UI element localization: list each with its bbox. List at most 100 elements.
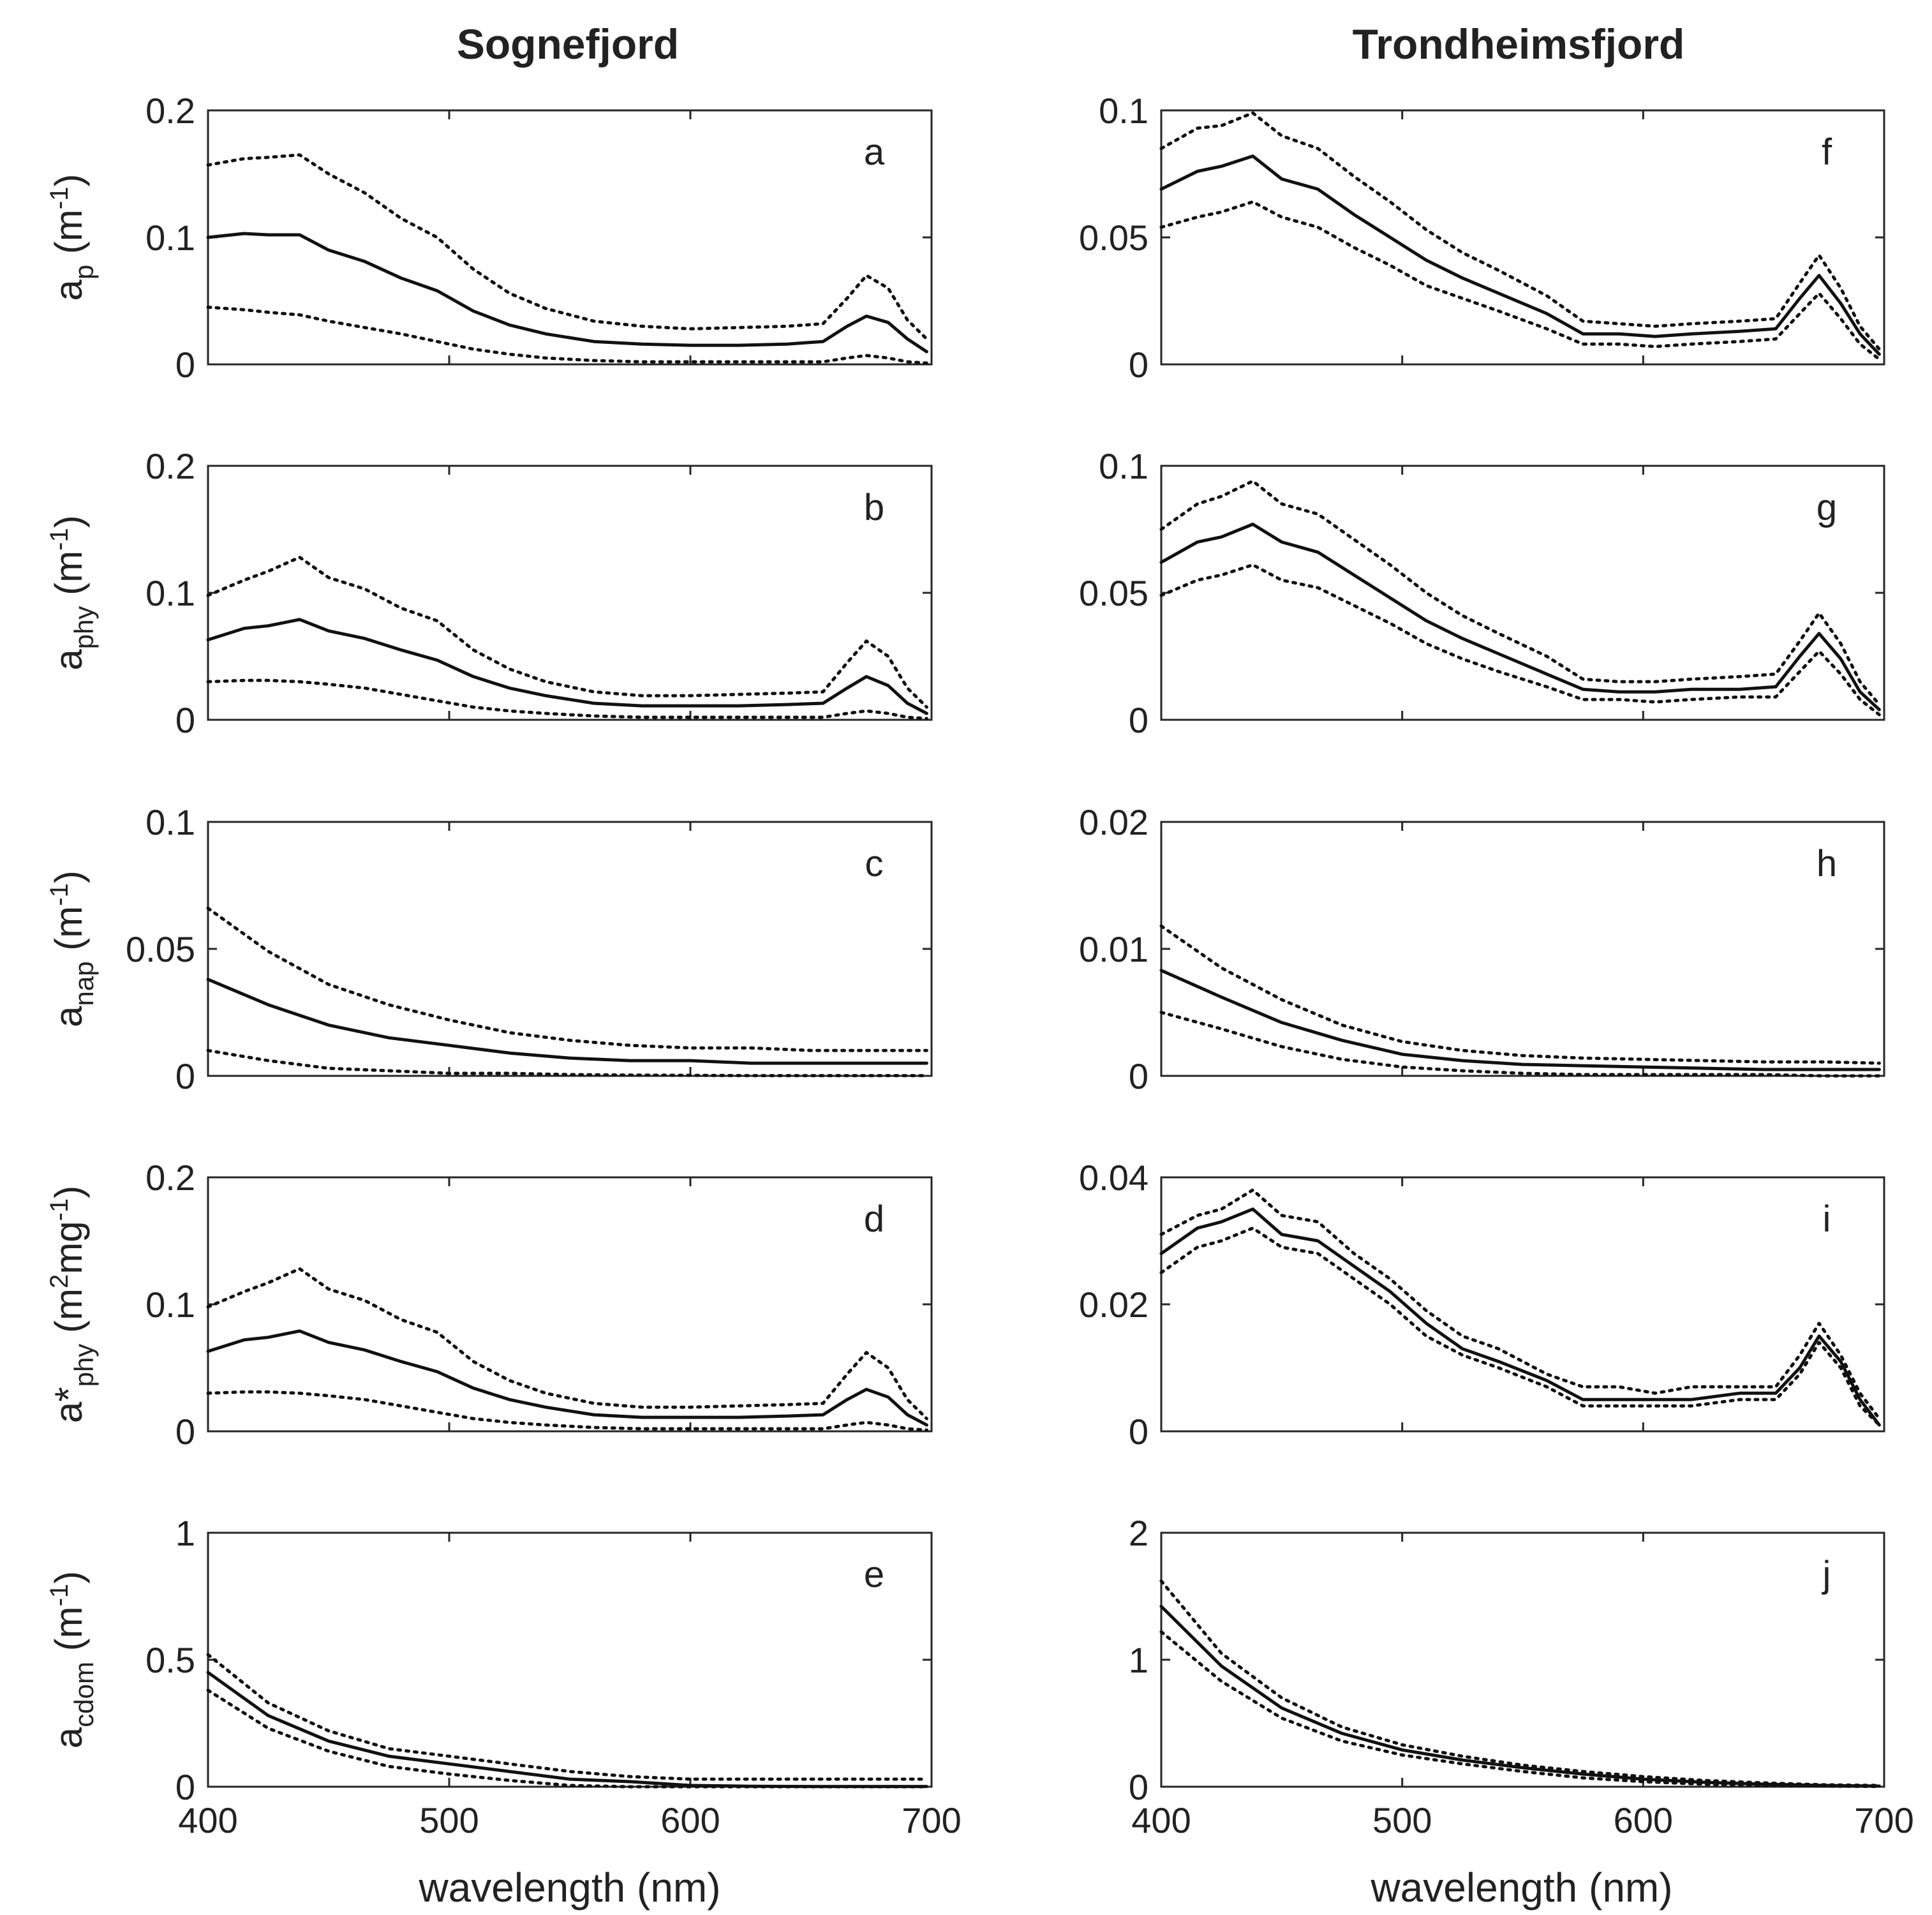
panel-e-series-lower	[206, 1688, 928, 1789]
y-axis-label: aphy (m-1)	[45, 515, 99, 670]
y-axis-label: acdom (m-1)	[45, 1571, 99, 1748]
y-label-unit: (m	[47, 1606, 90, 1662]
y-tick-label: 1	[1129, 1640, 1148, 1680]
y-tick-label: 0.2	[145, 1158, 195, 1198]
y-tick-label: 0	[175, 700, 195, 740]
y-label-close: )	[47, 174, 90, 187]
panel-letter: b	[864, 487, 884, 528]
y-tick-label: 0.05	[1079, 218, 1148, 258]
y-tick-label: 0.5	[145, 1640, 195, 1680]
y-label-exponent: -1	[45, 1584, 73, 1607]
panel-d-series-mean	[206, 1329, 928, 1427]
panel-letter: f	[1822, 131, 1832, 173]
panel-a-series-mean	[206, 232, 928, 354]
panel-e: 400 500 600 700 0 0.5 1 e acdom (m-1)	[45, 1513, 962, 1840]
panel-letter: a	[864, 131, 885, 173]
y-axis-label: a*phy (m2mg-1)	[45, 1186, 99, 1423]
y-tick-label: 2	[1129, 1513, 1148, 1553]
y-label-base: a	[47, 1006, 90, 1027]
panel-h-series-lower	[1159, 1011, 1881, 1078]
y-tick-label: 0	[1129, 345, 1148, 385]
y-label-base: a	[47, 649, 90, 671]
y-axis-label: anap (m-1)	[45, 870, 99, 1027]
y-label-subscript: phy	[69, 1344, 99, 1387]
panel-h-axes-box	[1160, 821, 1885, 1077]
y-label-base: a	[47, 279, 90, 301]
panel-i: 0 0.02 0.04 i	[1079, 1158, 1885, 1452]
panel-b-series-mean	[206, 618, 928, 715]
x-axis-label-right: wavelength (nm)	[1370, 1865, 1672, 1911]
panel-b: 0 0.1 0.2 b aphy (m-1)	[45, 446, 933, 740]
panel-i-series-lower	[1159, 1226, 1881, 1427]
y-tick-label: 0.05	[126, 929, 195, 969]
y-label-close: )	[47, 870, 90, 883]
panel-c-series-upper	[206, 906, 928, 1052]
y-tick-label: 0.2	[145, 91, 195, 131]
panel-g: 0 0.05 0.1 g	[1079, 446, 1885, 740]
x-tick-label: 400	[178, 1800, 237, 1840]
x-tick-label: 500	[1372, 1800, 1432, 1840]
panel-f-series-mean	[1159, 154, 1881, 356]
y-tick-label: 0.1	[1099, 91, 1148, 131]
panel-f-series-lower	[1159, 200, 1881, 361]
panel-letter: h	[1817, 843, 1837, 884]
panel-h: 0 0.01 0.02 h	[1079, 802, 1885, 1096]
y-tick-label: 0.05	[1079, 573, 1148, 613]
panel-j: 400 500 600 700 0 1 2 j	[1129, 1513, 1914, 1840]
panel-letter: j	[1822, 1554, 1831, 1595]
panel-c-axes-box	[207, 821, 933, 1077]
x-tick-label: 600	[1614, 1800, 1673, 1840]
panel-g-axes-box	[1160, 465, 1885, 721]
y-label-exponent: -1	[45, 528, 73, 551]
panel-c-series-mean	[206, 978, 928, 1065]
y-label-close: )	[47, 515, 90, 528]
y-label-subscript: p	[69, 265, 99, 279]
y-tick-label: 0.2	[145, 446, 195, 486]
y-label-base: a	[47, 1727, 90, 1748]
panel-c: 0 0.05 0.1 c anap (m-1)	[45, 802, 933, 1096]
y-label-exponent-2: -1	[45, 1198, 73, 1221]
y-axis-label: ap (m-1)	[45, 174, 99, 301]
column-title-sognefjord: Sognefjord	[457, 20, 679, 68]
panel-f-series-upper	[1159, 111, 1881, 351]
panel-h-series-mean	[1159, 969, 1881, 1071]
y-tick-label: 0	[1129, 1056, 1148, 1096]
y-label-exponent: 2	[45, 1274, 73, 1288]
panel-i-series-mean	[1159, 1207, 1881, 1427]
y-label-exponent: -1	[45, 187, 73, 210]
y-tick-label: 1	[175, 1513, 195, 1553]
x-tick-label: 600	[660, 1800, 720, 1840]
column-title-trondheimsfjord: Trondheimsfjord	[1353, 20, 1685, 68]
panel-c-series-lower	[206, 1048, 928, 1078]
y-tick-label: 0.02	[1079, 802, 1148, 842]
y-tick-label: 0	[1129, 1412, 1148, 1452]
y-label-base: a*	[47, 1387, 90, 1423]
y-tick-label: 0	[1129, 700, 1148, 740]
y-label-subscript: nap	[69, 961, 99, 1006]
panel-letter: c	[865, 843, 884, 884]
panel-letter: d	[864, 1198, 884, 1240]
x-tick-label: 400	[1131, 1800, 1191, 1840]
y-label-close: )	[47, 1571, 90, 1584]
panel-letter: i	[1823, 1198, 1831, 1240]
y-label-unit: (m	[47, 209, 90, 265]
panel-b-series-upper	[206, 555, 928, 709]
panel-d-axes-box	[207, 1176, 933, 1433]
panel-e-axes-box	[207, 1531, 933, 1788]
y-tick-label: 0.1	[145, 218, 195, 258]
panel-f: 0 0.05 0.1 f	[1079, 91, 1885, 385]
panel-j-axes-box	[1160, 1531, 1885, 1788]
y-label-unit-mid: mg	[47, 1221, 90, 1274]
y-label-unit: (m	[47, 551, 90, 606]
y-tick-label: 0.04	[1079, 1158, 1148, 1198]
y-tick-label: 0.1	[145, 802, 195, 842]
y-tick-label: 0	[175, 1412, 195, 1452]
panel-g-series-lower	[1159, 563, 1881, 717]
panel-a-series-lower	[206, 305, 928, 365]
panel-d-series-upper	[206, 1267, 928, 1420]
panel-d-series-lower	[206, 1390, 928, 1432]
panel-e-series-upper	[206, 1653, 928, 1781]
